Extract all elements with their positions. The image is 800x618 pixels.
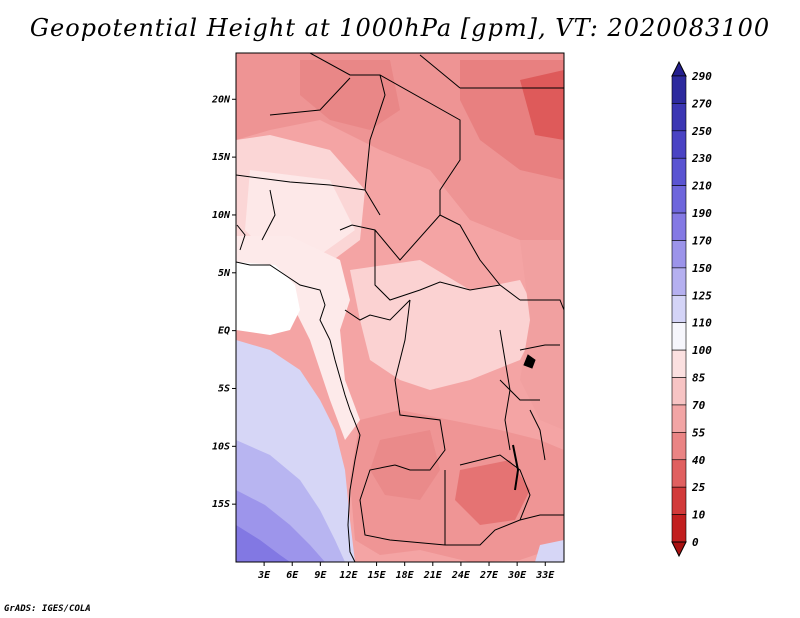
lat-tick-label: 5S <box>218 383 230 394</box>
longitude-axis: 3E 6E 9E 12E 15E 18E 21E 24E 27E 30E 33E <box>257 562 555 581</box>
colorbar-label: 150 <box>692 262 712 275</box>
colorbar-bin <box>671 349 687 378</box>
lat-tick-label: 15N <box>212 152 231 163</box>
lat-tick-label: 5N <box>218 268 231 279</box>
lon-tick-label: 27E <box>479 570 499 581</box>
colorbar-label: 125 <box>692 289 712 302</box>
lat-tick-label: 10S <box>212 441 230 452</box>
colorbar-bin <box>671 459 687 488</box>
grads-credit: GrADS: IGES/COLA <box>4 604 91 614</box>
colorbar-bin <box>671 322 687 351</box>
colorbar-label: 0 <box>692 536 699 549</box>
colorbar-bin <box>671 130 687 159</box>
lon-tick-label: 24E <box>451 570 471 581</box>
colorbar-label: 55 <box>692 426 706 439</box>
chart-title: Geopotential Height at 1000hPa [gpm], VT… <box>29 14 771 42</box>
colorbar-label: 40 <box>692 454 706 467</box>
colorbar-bin <box>671 75 687 104</box>
lon-tick-label: 9E <box>314 570 327 581</box>
colorbar-bin <box>671 103 687 132</box>
lon-tick-label: 6E <box>286 570 299 581</box>
lon-tick-label: 15E <box>368 570 387 581</box>
colorbar-bin <box>671 185 687 214</box>
colorbar-bin <box>671 541 687 558</box>
lat-tick-label: 15S <box>212 499 230 510</box>
colorbar-label: 170 <box>692 234 712 247</box>
lon-tick-label: 30E <box>507 570 527 581</box>
colorbar-label: 10 <box>692 509 706 522</box>
lon-tick-label: 21E <box>423 570 443 581</box>
colorbar-label: 210 <box>691 180 712 193</box>
colorbar-label: 250 <box>691 125 712 138</box>
colorbar-label: 270 <box>691 97 712 110</box>
colorbar-bin <box>671 60 687 77</box>
colorbar-label: 100 <box>692 344 712 357</box>
lon-tick-label: 18E <box>396 570 415 581</box>
colorbar-bin <box>671 267 687 296</box>
colorbar-label: 230 <box>691 152 712 165</box>
colorbar-label: 290 <box>691 70 712 83</box>
colorbar-bin <box>671 486 687 515</box>
colorbar-label: 85 <box>692 372 706 385</box>
colorbar-bin <box>671 377 687 406</box>
height-field <box>236 53 564 562</box>
colorbar-bin <box>671 212 687 241</box>
colorbar-bin <box>671 404 687 433</box>
colorbar-bin <box>671 294 687 324</box>
lat-tick-label: 20N <box>211 94 231 105</box>
latitude-axis: 20N 15N 10N 5N EQ 5S 10S 15S <box>211 94 236 510</box>
lon-tick-label: 12E <box>339 570 358 581</box>
colorbar-bin <box>671 157 687 186</box>
lat-tick-label: 10N <box>212 210 231 221</box>
country-borders <box>236 53 564 562</box>
colorbar-label: 110 <box>692 317 712 330</box>
lon-tick-label: 3E <box>257 570 271 581</box>
colorbar: 2902702502302101901701501251101008570554… <box>671 60 712 558</box>
colorbar-bin <box>671 432 687 461</box>
lon-tick-label: 33E <box>535 570 555 581</box>
lat-tick-label: EQ <box>218 326 230 337</box>
colorbar-label: 190 <box>692 207 712 220</box>
colorbar-label: 25 <box>691 481 706 494</box>
colorbar-label: 70 <box>692 399 706 412</box>
colorbar-bin <box>671 240 687 269</box>
colorbar-bin <box>671 514 687 543</box>
